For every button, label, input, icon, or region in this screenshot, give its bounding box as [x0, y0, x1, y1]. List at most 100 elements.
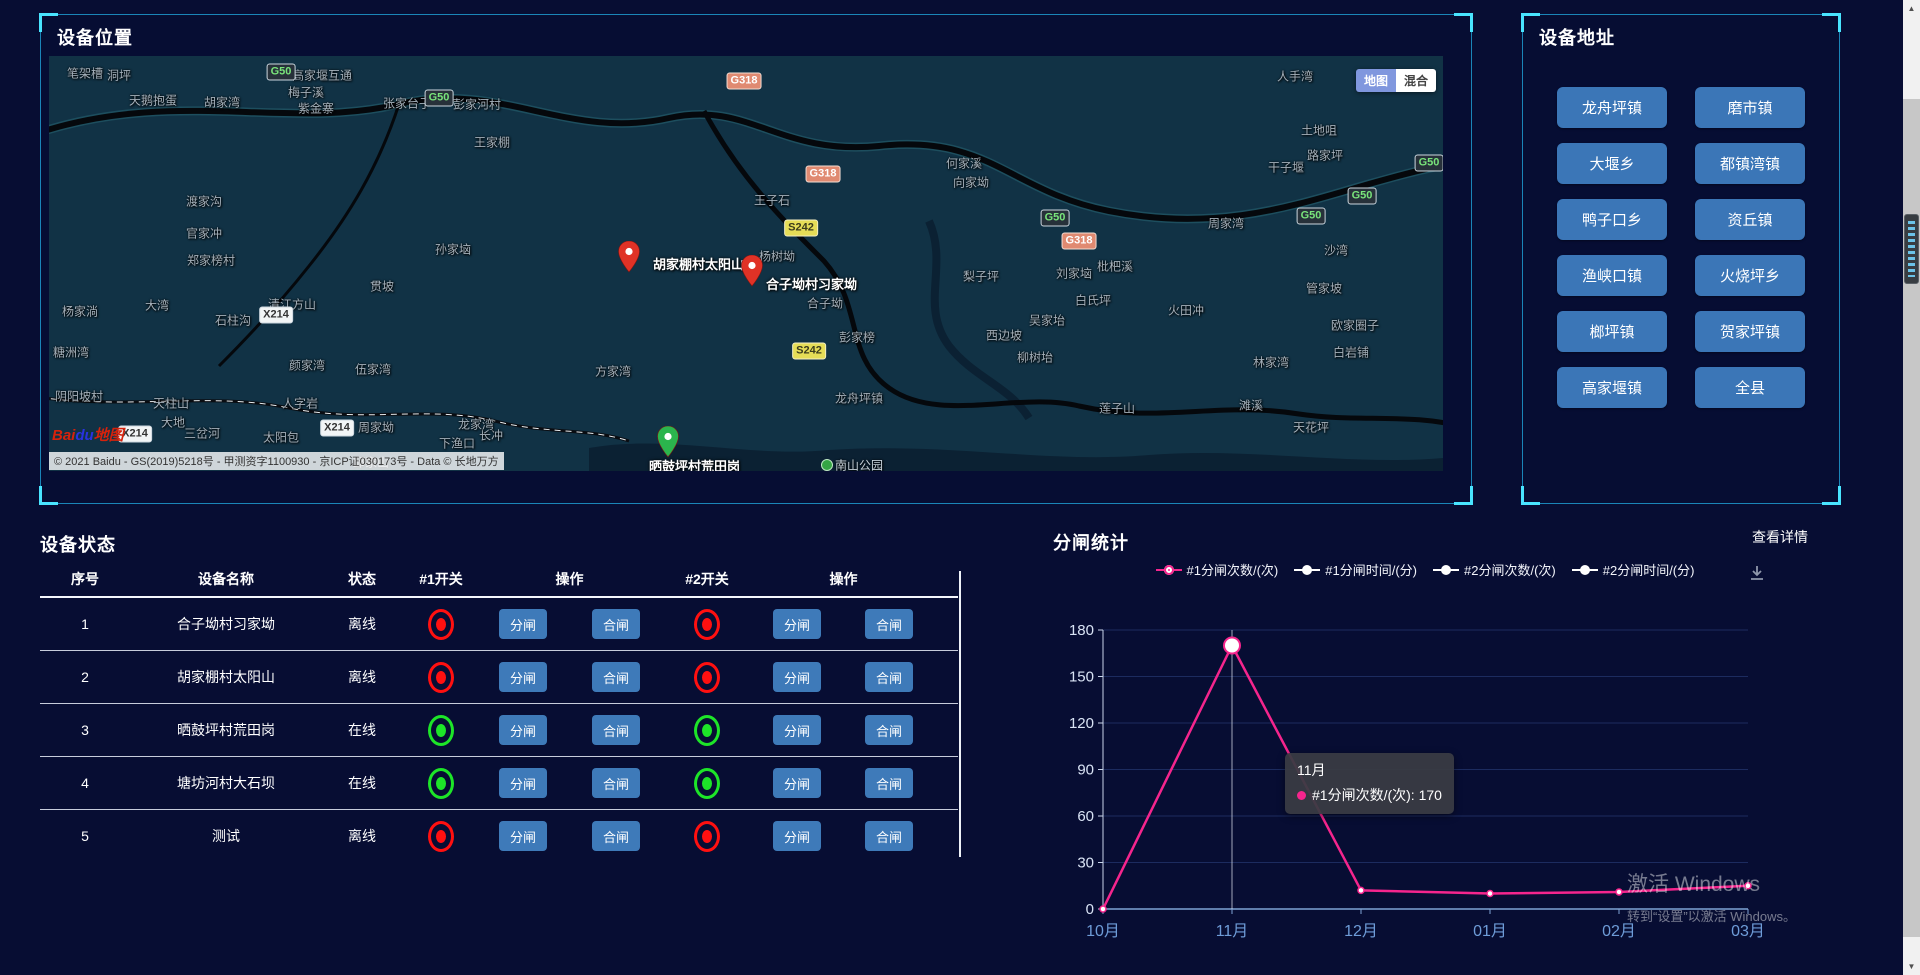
map-type-map-button[interactable]: 地图 [1356, 69, 1397, 92]
legend-item[interactable]: #2分闸时间/(分) [1571, 560, 1695, 579]
switch-indicator-cell [677, 757, 737, 809]
download-icon[interactable] [1747, 563, 1767, 588]
baidu-map[interactable]: 笔架槽 洞坪 天鹅抱蛋 胡家湾 高家堰互通 梅子溪 紫金寨 张家台子 彭家河村 王家棚 渡家沟 官家冲… [49, 56, 1443, 471]
address-button[interactable]: 大堰乡 [1557, 143, 1667, 184]
open-switch2-button[interactable]: 分闸 [773, 662, 821, 692]
road-badge-S242: S242 [792, 342, 826, 360]
line-chart: 0 30 60 90 120 150 180 10月 11月 12月 01月 02月 03月 [1069, 622, 1765, 940]
device-marker-pin[interactable] [657, 425, 679, 463]
table-row: 3 晒鼓坪村荒田岗 在线 分闸 合闸 分闸 合闸 [40, 704, 958, 757]
address-button[interactable]: 全县 [1695, 367, 1805, 408]
scroll-down-arrow-icon[interactable]: ▼ [1907, 962, 1916, 971]
scrollbar-marker-widget[interactable] [1904, 214, 1919, 284]
svg-text:12月: 12月 [1344, 923, 1378, 940]
address-button[interactable]: 渔峡口镇 [1557, 255, 1667, 296]
svg-text:150: 150 [1069, 669, 1094, 686]
open-switch2-button[interactable]: 分闸 [773, 821, 821, 851]
sw2-indicator-off [694, 661, 720, 693]
close-switch2-button[interactable]: 合闸 [865, 662, 913, 692]
address-button[interactable]: 磨市镇 [1695, 87, 1805, 128]
close-switch1-button[interactable]: 合闸 [592, 821, 640, 851]
address-button[interactable]: 火烧坪乡 [1695, 255, 1805, 296]
close-switch1-button[interactable]: 合闸 [592, 768, 640, 798]
close-switch1-button[interactable]: 合闸 [592, 609, 640, 639]
corner-decoration [1822, 13, 1841, 32]
corner-decoration [39, 486, 58, 505]
open-switch2-button[interactable]: 分闸 [773, 609, 821, 639]
device-status: 离线 [348, 828, 376, 844]
map-type-hybrid-button[interactable]: 混合 [1396, 69, 1437, 92]
road-badge-G318: G318 [805, 165, 841, 183]
open-switch1-button[interactable]: 分闸 [499, 821, 547, 851]
legend-marker-icon [1571, 564, 1598, 575]
close-switch2-button[interactable]: 合闸 [865, 768, 913, 798]
device-name: 晒鼓坪村荒田岗 [177, 722, 275, 738]
svg-text:90: 90 [1077, 762, 1094, 779]
svg-text:01月: 01月 [1473, 923, 1507, 940]
close-switch1-button[interactable]: 合闸 [592, 662, 640, 692]
baidu-logo: Baidu地图 [52, 424, 124, 445]
address-button[interactable]: 贺家坪镇 [1695, 311, 1805, 352]
map-place-label: 西边坡 [985, 328, 1023, 343]
row-number: 5 [81, 828, 89, 844]
road-badge-G50: G50 [1296, 207, 1326, 225]
table-scrollbar[interactable] [959, 571, 961, 857]
map-place-label: 孙家垴 [434, 242, 472, 257]
svg-text:60: 60 [1077, 808, 1094, 825]
map-place-label: 龙家湾 [457, 417, 495, 432]
road-badge-G318: G318 [726, 72, 762, 90]
address-button[interactable]: 龙舟坪镇 [1557, 87, 1667, 128]
close-switch1-button[interactable]: 合闸 [592, 715, 640, 745]
column-header: 状态 [348, 571, 376, 587]
map-place-label: 三岔河 [183, 426, 221, 441]
tooltip-series-dot [1297, 790, 1306, 800]
view-details-link[interactable]: 查看详情 [1752, 529, 1808, 545]
road-badge-G318: G318 [1061, 232, 1097, 250]
open-switch1-button[interactable]: 分闸 [499, 662, 547, 692]
map-place-label: 周家坳 [357, 420, 395, 435]
svg-text:02月: 02月 [1602, 923, 1636, 940]
open-switch1-button[interactable]: 分闸 [499, 768, 547, 798]
device-location-panel: 设备位置 笔架槽 洞坪 天鹅抱蛋 胡家湾 高家堰互通 梅子溪 紫金寨 张家台子 彭家河村 王家棚渡… [39, 13, 1473, 505]
map-attribution: © 2021 Baidu - GS(2019)5218号 - 甲测资字11009… [49, 452, 504, 470]
scroll-up-arrow-icon[interactable]: ▲ [1907, 4, 1916, 13]
open-switch2-button[interactable]: 分闸 [773, 715, 821, 745]
address-button[interactable]: 资丘镇 [1695, 199, 1805, 240]
legend-label: #2分闸时间/(分) [1602, 563, 1695, 578]
legend-item[interactable]: #2分闸次数/(次) [1433, 560, 1556, 579]
device-marker-label: 胡家棚村太阳山 [653, 257, 745, 272]
vertical-scrollbar[interactable]: ▲ ▼ [1903, 0, 1920, 975]
open-switch1-button[interactable]: 分闸 [499, 715, 547, 745]
close-switch2-button[interactable]: 合闸 [865, 821, 913, 851]
map-place-label: 天鹅抱蛋 [128, 93, 178, 108]
road-badge-G50: G50 [266, 63, 296, 81]
svg-text:03月: 03月 [1731, 923, 1765, 940]
map-place-label: 林家湾 [1252, 355, 1290, 370]
map-place-label: 笔架槽 [66, 66, 104, 81]
map-place-label: 紫金寨 [297, 101, 335, 116]
open-switch2-button[interactable]: 分闸 [773, 768, 821, 798]
device-marker-pin[interactable] [618, 240, 640, 278]
open-switch1-button[interactable]: 分闸 [499, 609, 547, 639]
scrollbar-thumb[interactable] [1903, 99, 1920, 937]
map-place-label: 沙湾 [1323, 243, 1349, 258]
address-panel-title: 设备地址 [1539, 28, 1615, 48]
address-button[interactable]: 榔坪镇 [1557, 311, 1667, 352]
map-place-label: 张家台子 [382, 96, 432, 111]
legend-label: #1分闸时间/(分) [1325, 563, 1417, 578]
row-number: 4 [81, 775, 89, 791]
address-button[interactable]: 鸭子口乡 [1557, 199, 1667, 240]
address-button[interactable]: 都镇湾镇 [1695, 143, 1805, 184]
address-button[interactable]: 高家堰镇 [1557, 367, 1667, 408]
switch-indicator-cell [411, 757, 471, 809]
close-switch2-button[interactable]: 合闸 [865, 715, 913, 745]
watermark-line1: 激活 Windows [1627, 873, 1761, 896]
map-place-label: 官家冲 [185, 226, 223, 241]
table-row: 4 塘坊河村大石坝 在线 分闸 合闸 分闸 合闸 [40, 757, 958, 810]
legend-item[interactable]: #1分闸次数/(次) [1155, 560, 1278, 579]
device-marker-label: 晒鼓坪村荒田岗 [649, 459, 741, 471]
legend-item[interactable]: #1分闸时间/(分) [1294, 560, 1417, 579]
device-status: 离线 [348, 669, 376, 685]
close-switch2-button[interactable]: 合闸 [865, 609, 913, 639]
device-marker-pin[interactable] [741, 254, 763, 292]
